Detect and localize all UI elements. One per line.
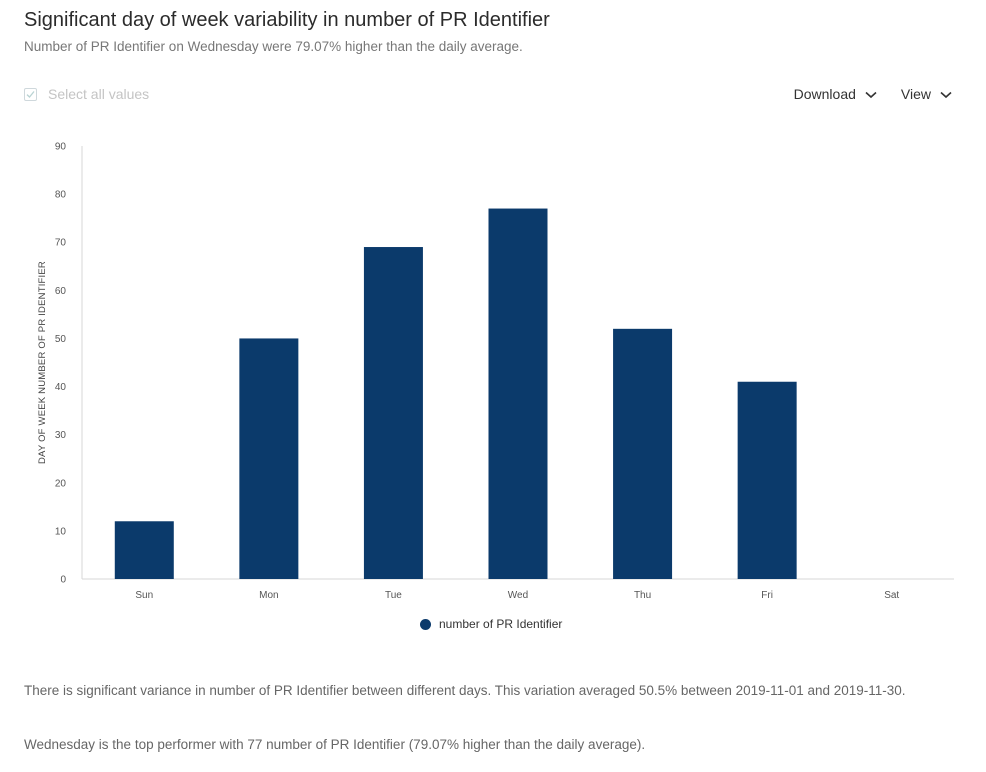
bar-wed[interactable] [488,208,548,579]
x-tick-label: Sat [884,590,899,601]
y-tick-label: 80 [55,190,67,201]
bar-mon[interactable] [239,338,299,579]
y-tick-label: 40 [55,382,67,393]
x-tick-label: Thu [634,590,651,601]
y-tick-label: 60 [55,286,67,297]
download-label: Download [793,86,856,102]
y-tick-label: 20 [55,478,67,489]
page-title: Significant day of week variability in n… [24,9,550,31]
y-tick-label: 90 [55,142,67,153]
view-label: View [900,86,931,102]
page-subtitle: Number of PR Identifier on Wednesday wer… [24,39,523,54]
legend-marker [420,618,431,630]
legend-label: number of PR Identifier [439,617,563,631]
y-axis-title: DAY OF WEEK NUMBER OF PR IDENTIFIER [37,261,48,464]
bar-tue[interactable] [363,247,423,579]
y-tick-label: 10 [55,526,67,537]
y-tick-label: 50 [55,334,67,345]
x-tick-label: Sun [135,590,153,601]
bar-thu[interactable] [613,328,673,579]
bar-chart: 0 10 20 30 40 50 60 70 80 90 DAY OF WEEK NUMBER OF… [37,142,954,601]
check-icon [26,90,35,98]
bar-sun[interactable] [114,521,174,579]
chart-toolbar: Download View [794,86,952,102]
x-tick-label: Fri [761,590,773,601]
x-tick-label: Wed [508,590,528,601]
y-tick-label: 70 [55,238,67,249]
select-all-checkbox[interactable] [24,87,37,101]
insight-paragraph: Wednesday is the top performer with 77 n… [24,737,646,752]
bar-fri[interactable] [737,381,797,579]
y-tick-label: 0 [60,575,66,586]
select-all-values[interactable]: Select all values [24,86,149,102]
select-all-label: Select all values [48,86,150,102]
x-tick-label: Tue [385,590,402,601]
chevron-down-icon [940,86,952,102]
insight-paragraph: There is significant variance in number … [24,683,906,698]
chevron-down-icon [865,86,877,102]
chart-legend[interactable]: number of PR Identifier [420,617,562,631]
x-tick-label: Mon [259,590,278,601]
download-button[interactable]: Download [794,86,877,102]
view-button[interactable]: View [901,86,952,102]
y-tick-label: 30 [55,430,67,441]
